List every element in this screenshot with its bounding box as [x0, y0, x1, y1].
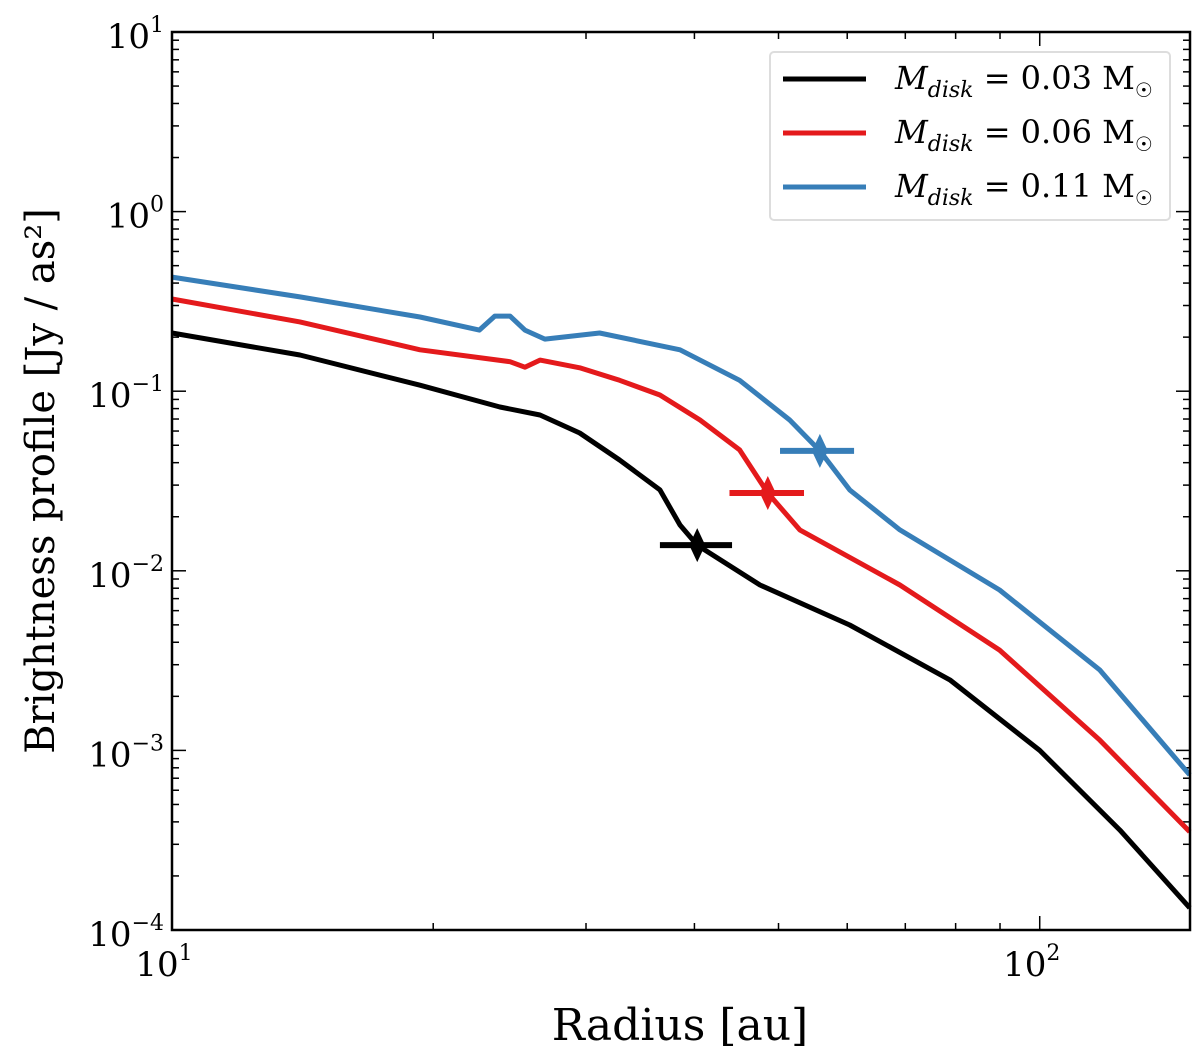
- x-tick-label: 102: [1003, 941, 1060, 985]
- series-lines: [171, 274, 1192, 910]
- y-tick-label: 10−4: [88, 911, 164, 955]
- y-tick-label: 10−2: [88, 552, 164, 596]
- legend: Mdisk = 0.03 M☉ Mdisk = 0.06 M☉ Mdisk = 0.…: [769, 51, 1171, 221]
- legend-label-0: Mdisk = 0.03 M☉: [894, 59, 1153, 103]
- y-tick-label: 10−3: [88, 731, 164, 775]
- y-tick-label: 10−1: [88, 372, 164, 416]
- diamond-marker-2: [811, 433, 828, 468]
- diamond-marker-1: [759, 476, 776, 511]
- series-line-0: [171, 330, 1192, 910]
- series-line-1: [171, 296, 1192, 834]
- y-tick-label: 101: [107, 13, 164, 57]
- y-axis-label: Brightness profile [Jy / as²]: [18, 208, 64, 754]
- ticks: 101 102 101 100 10−1 10−2 10−3 10−4: [88, 13, 1190, 985]
- x-tick-label: 101: [135, 941, 192, 985]
- series-line-2: [171, 274, 1192, 777]
- diamond-marker-0: [689, 528, 706, 563]
- x-axis-label: Radius [au]: [552, 1000, 808, 1051]
- legend-label-1: Mdisk = 0.06 M☉: [894, 113, 1153, 157]
- legend-label-2: Mdisk = 0.11 M☉: [894, 167, 1153, 211]
- legend-box: [769, 51, 1171, 221]
- plot-frame: [170, 30, 1192, 932]
- y-tick-label: 100: [107, 193, 164, 237]
